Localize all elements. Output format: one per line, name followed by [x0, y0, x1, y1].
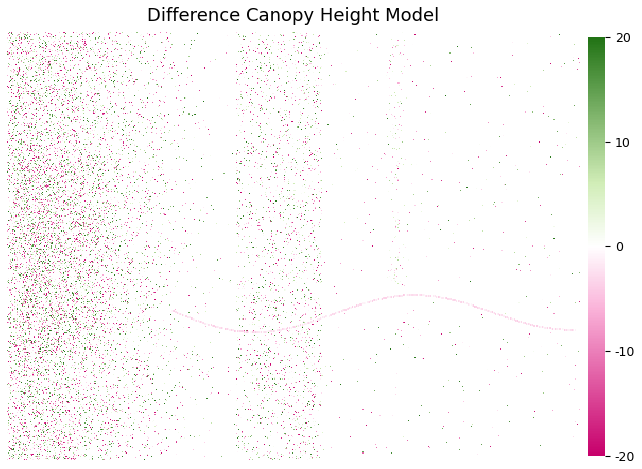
Title: Difference Canopy Height Model: Difference Canopy Height Model [147, 7, 439, 25]
